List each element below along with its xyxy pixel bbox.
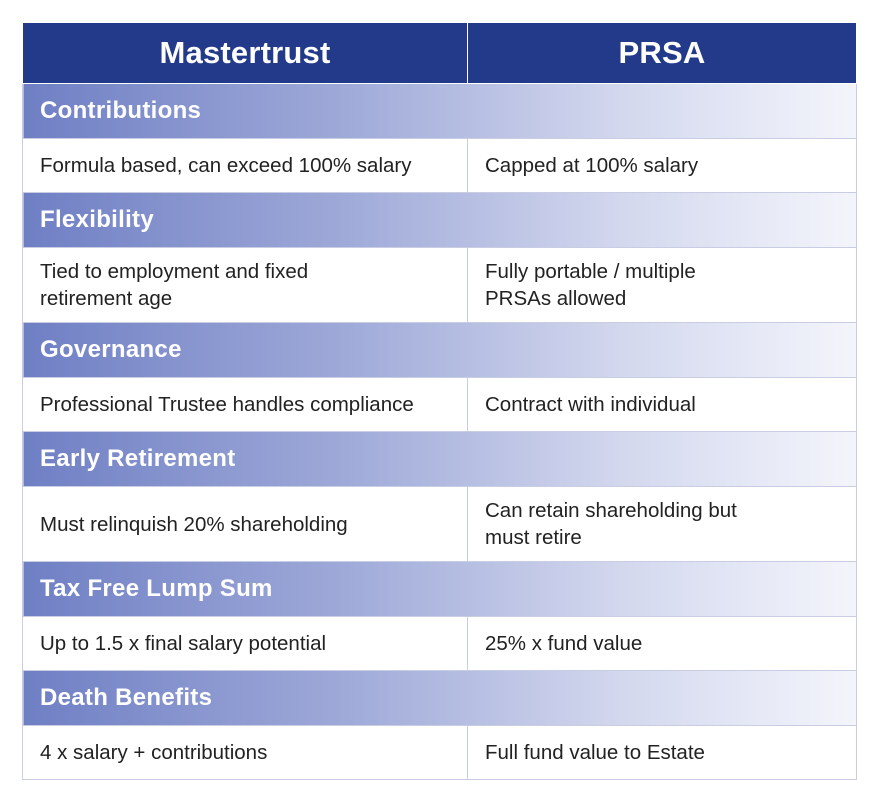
section-row-early-retirement: Early Retirement bbox=[22, 431, 857, 487]
section-row-tax-free-lump-sum: Tax Free Lump Sum bbox=[22, 561, 857, 617]
section-title: Governance bbox=[22, 322, 857, 378]
table-row: Professional Trustee handles compliance … bbox=[22, 377, 857, 432]
section-title: Early Retirement bbox=[22, 431, 857, 487]
section-title: Contributions bbox=[22, 83, 857, 139]
section-row-contributions: Contributions bbox=[22, 83, 857, 139]
mastertrust-cell: Up to 1.5 x final salary potential bbox=[22, 616, 468, 671]
prsa-cell: Fully portable / multiple PRSAs allowed bbox=[467, 247, 857, 323]
table-header-row: Mastertrust PRSA bbox=[22, 22, 857, 84]
prsa-cell: 25% x fund value bbox=[467, 616, 857, 671]
section-title: Death Benefits bbox=[22, 670, 857, 726]
table-row: 4 x salary + contributions Full fund val… bbox=[22, 725, 857, 780]
table-row: Formula based, can exceed 100% salary Ca… bbox=[22, 138, 857, 193]
section-row-flexibility: Flexibility bbox=[22, 192, 857, 248]
prsa-cell: Capped at 100% salary bbox=[467, 138, 857, 193]
prsa-cell: Contract with individual bbox=[467, 377, 857, 432]
mastertrust-cell: Professional Trustee handles compliance bbox=[22, 377, 468, 432]
section-row-death-benefits: Death Benefits bbox=[22, 670, 857, 726]
table-row: Tied to employment and fixed retirement … bbox=[22, 247, 857, 323]
mastertrust-cell: Formula based, can exceed 100% salary bbox=[22, 138, 468, 193]
table-row: Up to 1.5 x final salary potential 25% x… bbox=[22, 616, 857, 671]
header-mastertrust: Mastertrust bbox=[22, 22, 468, 84]
header-prsa: PRSA bbox=[467, 22, 857, 84]
prsa-cell: Full fund value to Estate bbox=[467, 725, 857, 780]
section-row-governance: Governance bbox=[22, 322, 857, 378]
comparison-table: Mastertrust PRSA Contributions Formula b… bbox=[22, 22, 857, 780]
prsa-cell: Can retain shareholding but must retire bbox=[467, 486, 857, 562]
mastertrust-cell: Tied to employment and fixed retirement … bbox=[22, 247, 468, 323]
table-row: Must relinquish 20% shareholding Can ret… bbox=[22, 486, 857, 562]
section-title: Tax Free Lump Sum bbox=[22, 561, 857, 617]
mastertrust-cell: Must relinquish 20% shareholding bbox=[22, 486, 468, 562]
mastertrust-cell: 4 x salary + contributions bbox=[22, 725, 468, 780]
section-title: Flexibility bbox=[22, 192, 857, 248]
